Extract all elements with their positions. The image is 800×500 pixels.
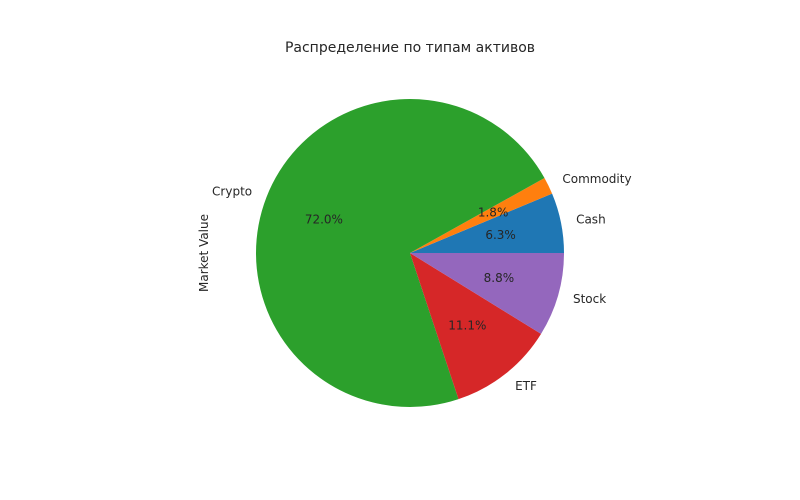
pie-slice-crypto (255, 99, 545, 408)
slice-percent-crypto: 72.0% (305, 213, 343, 227)
pie-slice-labels: Cash Commodity Crypto ETF Stock (212, 172, 632, 393)
pie-percent-labels: 6.3% 1.8% 72.0% 11.1% 8.8% (305, 206, 516, 333)
slice-percent-stock: 8.8% (484, 271, 515, 285)
pie-slice-cash (410, 193, 564, 253)
pie-slice-stock (410, 253, 564, 334)
chart-title: Распределение по типам активов (285, 40, 535, 56)
pie-slice-commodity (410, 177, 553, 253)
slice-label-crypto: Crypto (212, 185, 252, 199)
slice-label-commodity: Commodity (562, 172, 631, 186)
slice-percent-commodity: 1.8% (478, 206, 509, 220)
slice-percent-etf: 11.1% (448, 318, 486, 332)
pie-slices (255, 99, 564, 408)
slice-label-stock: Stock (573, 292, 606, 306)
slice-label-cash: Cash (576, 213, 606, 227)
slice-percent-cash: 6.3% (485, 228, 516, 242)
slice-label-etf: ETF (515, 379, 537, 393)
y-axis-label: Market Value (197, 214, 211, 292)
pie-slice-etf (410, 253, 542, 400)
